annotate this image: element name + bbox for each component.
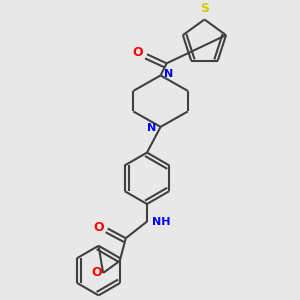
Text: O: O bbox=[91, 266, 102, 280]
Text: O: O bbox=[93, 221, 104, 234]
Text: N: N bbox=[164, 69, 173, 79]
Text: O: O bbox=[133, 46, 143, 59]
Text: S: S bbox=[200, 2, 209, 15]
Text: NH: NH bbox=[152, 217, 171, 226]
Text: N: N bbox=[147, 123, 156, 134]
